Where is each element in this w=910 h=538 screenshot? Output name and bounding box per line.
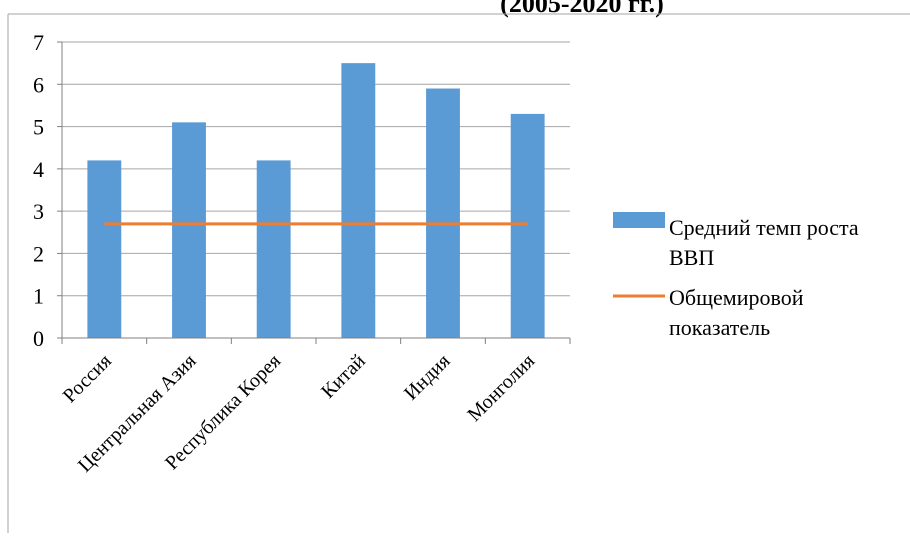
x-tick-label: Монголия: [463, 350, 539, 426]
y-tick-label: 5: [33, 115, 44, 140]
y-tick-labels: 0 1 2 3 4 5 6 7: [33, 30, 44, 351]
y-tick-label: 7: [33, 30, 44, 55]
axes: [57, 41, 571, 344]
legend-swatch-bar: [613, 212, 665, 228]
y-tick-label: 3: [33, 199, 44, 224]
bar-1: [172, 122, 206, 338]
legend-label-bar-line2: ВВП: [669, 245, 714, 270]
y-tick-label: 4: [33, 157, 44, 182]
x-tick-label: Китай: [317, 350, 370, 403]
bar-series: [87, 63, 545, 339]
bar-4: [426, 88, 460, 338]
y-tick-label: 0: [33, 326, 44, 351]
bar-5: [510, 113, 545, 338]
x-tick-label: Россия: [59, 350, 116, 407]
legend-label-line-line2: показатель: [669, 315, 770, 340]
bar-0: [87, 160, 122, 338]
y-tick-label: 1: [33, 284, 44, 309]
chart-title: (2005-2020 гг.): [500, 0, 664, 18]
y-tick-label: 2: [33, 241, 44, 266]
legend: Средний темп роста ВВП Общемировой показ…: [613, 212, 859, 340]
y-tick-label: 6: [33, 72, 44, 97]
legend-label-bar-line1: Средний темп роста: [669, 215, 859, 240]
bar-3: [341, 63, 376, 339]
legend-label-line-line1: Общемировой: [669, 285, 804, 310]
x-tick-label: Индия: [400, 350, 455, 405]
bar-2: [256, 160, 291, 338]
gridlines: [62, 41, 570, 297]
